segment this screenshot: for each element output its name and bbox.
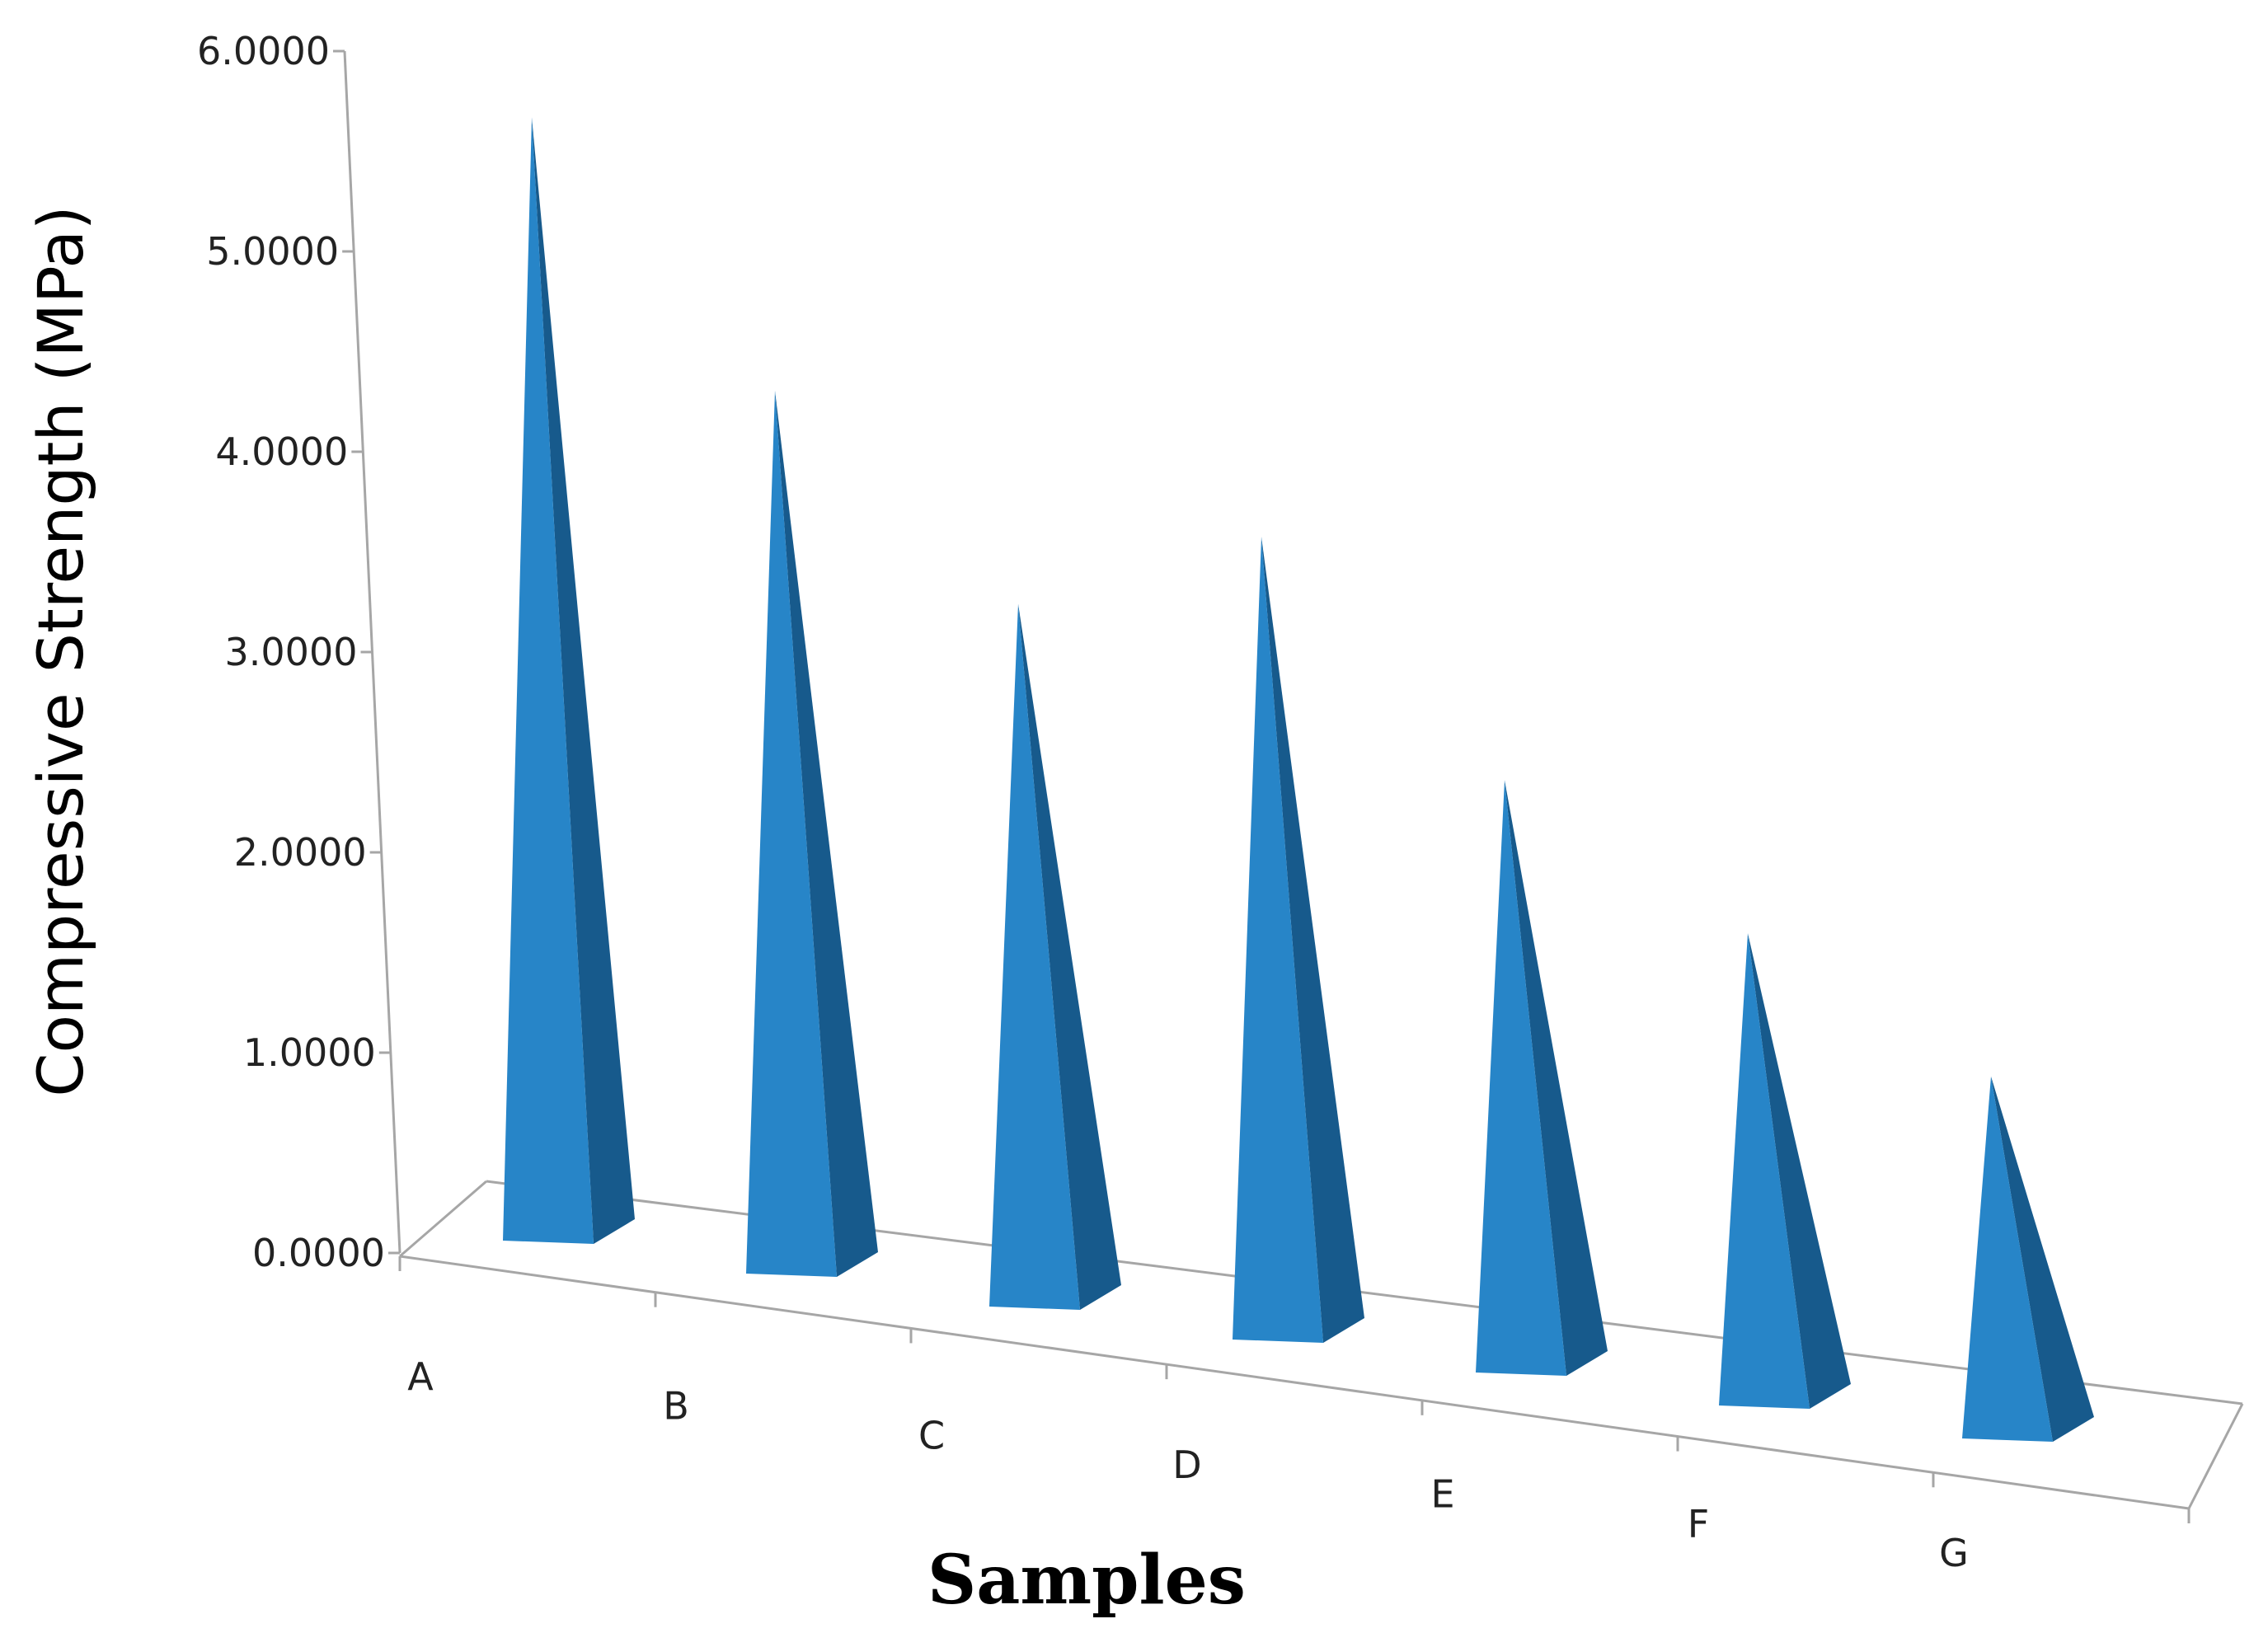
- bar-side-face: [1991, 1076, 2094, 1442]
- category-labels: A B C D E F G: [407, 1354, 1969, 1575]
- bar-A: [503, 117, 635, 1245]
- x-ticks: [398, 1256, 2191, 1523]
- y-tick-label: 6.0000: [197, 29, 330, 73]
- floor-right-edge: [2187, 1403, 2244, 1509]
- y-tick-label: 2.0000: [234, 830, 367, 875]
- bar-side-face: [532, 117, 635, 1245]
- bar-front-face: [1719, 933, 1810, 1409]
- bar-side-face: [1018, 603, 1121, 1310]
- bar-B: [746, 390, 878, 1278]
- x-category-label: G: [1939, 1531, 1969, 1575]
- x-category-label: E: [1430, 1472, 1454, 1517]
- bar-D: [1233, 537, 1364, 1343]
- x-axis-title: Samples: [927, 1541, 1246, 1620]
- bar-front-face: [989, 603, 1080, 1310]
- floor-left-edge: [399, 1180, 487, 1258]
- y-tick-label: 1.0000: [243, 1030, 376, 1075]
- bar-G: [1962, 1076, 2094, 1442]
- x-category-label: C: [918, 1413, 945, 1457]
- y-tick-label: 4.0000: [215, 429, 348, 474]
- y-tick-label: 0.0000: [252, 1231, 385, 1275]
- bar-side-face: [1505, 780, 1608, 1376]
- bars: [503, 117, 2094, 1442]
- x-category-label: D: [1172, 1443, 1201, 1487]
- bar-front-face: [503, 117, 594, 1245]
- bar-F: [1719, 933, 1851, 1409]
- floor-front-edge: [399, 1255, 2190, 1510]
- bar-front-face: [746, 390, 837, 1278]
- bar-C: [989, 603, 1121, 1310]
- y-ticks: 0.0000 1.0000 2.0000 3.0000 4.0000 5.0000 6.00…: [197, 29, 400, 1275]
- bar-front-face: [1476, 780, 1566, 1376]
- bar-front-face: [1233, 537, 1323, 1343]
- bar-E: [1476, 780, 1608, 1376]
- x-category-label: B: [663, 1384, 689, 1429]
- bar-front-face: [1962, 1076, 2053, 1442]
- y-tick-label: 3.0000: [225, 630, 358, 674]
- y-tick-label: 5.0000: [206, 229, 339, 274]
- bar-side-face: [1748, 933, 1851, 1409]
- y-axis-title: Compressive Strength (MPa): [24, 205, 97, 1096]
- bar-side-face: [1261, 537, 1364, 1343]
- x-category-label: A: [407, 1354, 434, 1399]
- bar-side-face: [775, 390, 878, 1278]
- x-category-label: F: [1688, 1501, 1709, 1546]
